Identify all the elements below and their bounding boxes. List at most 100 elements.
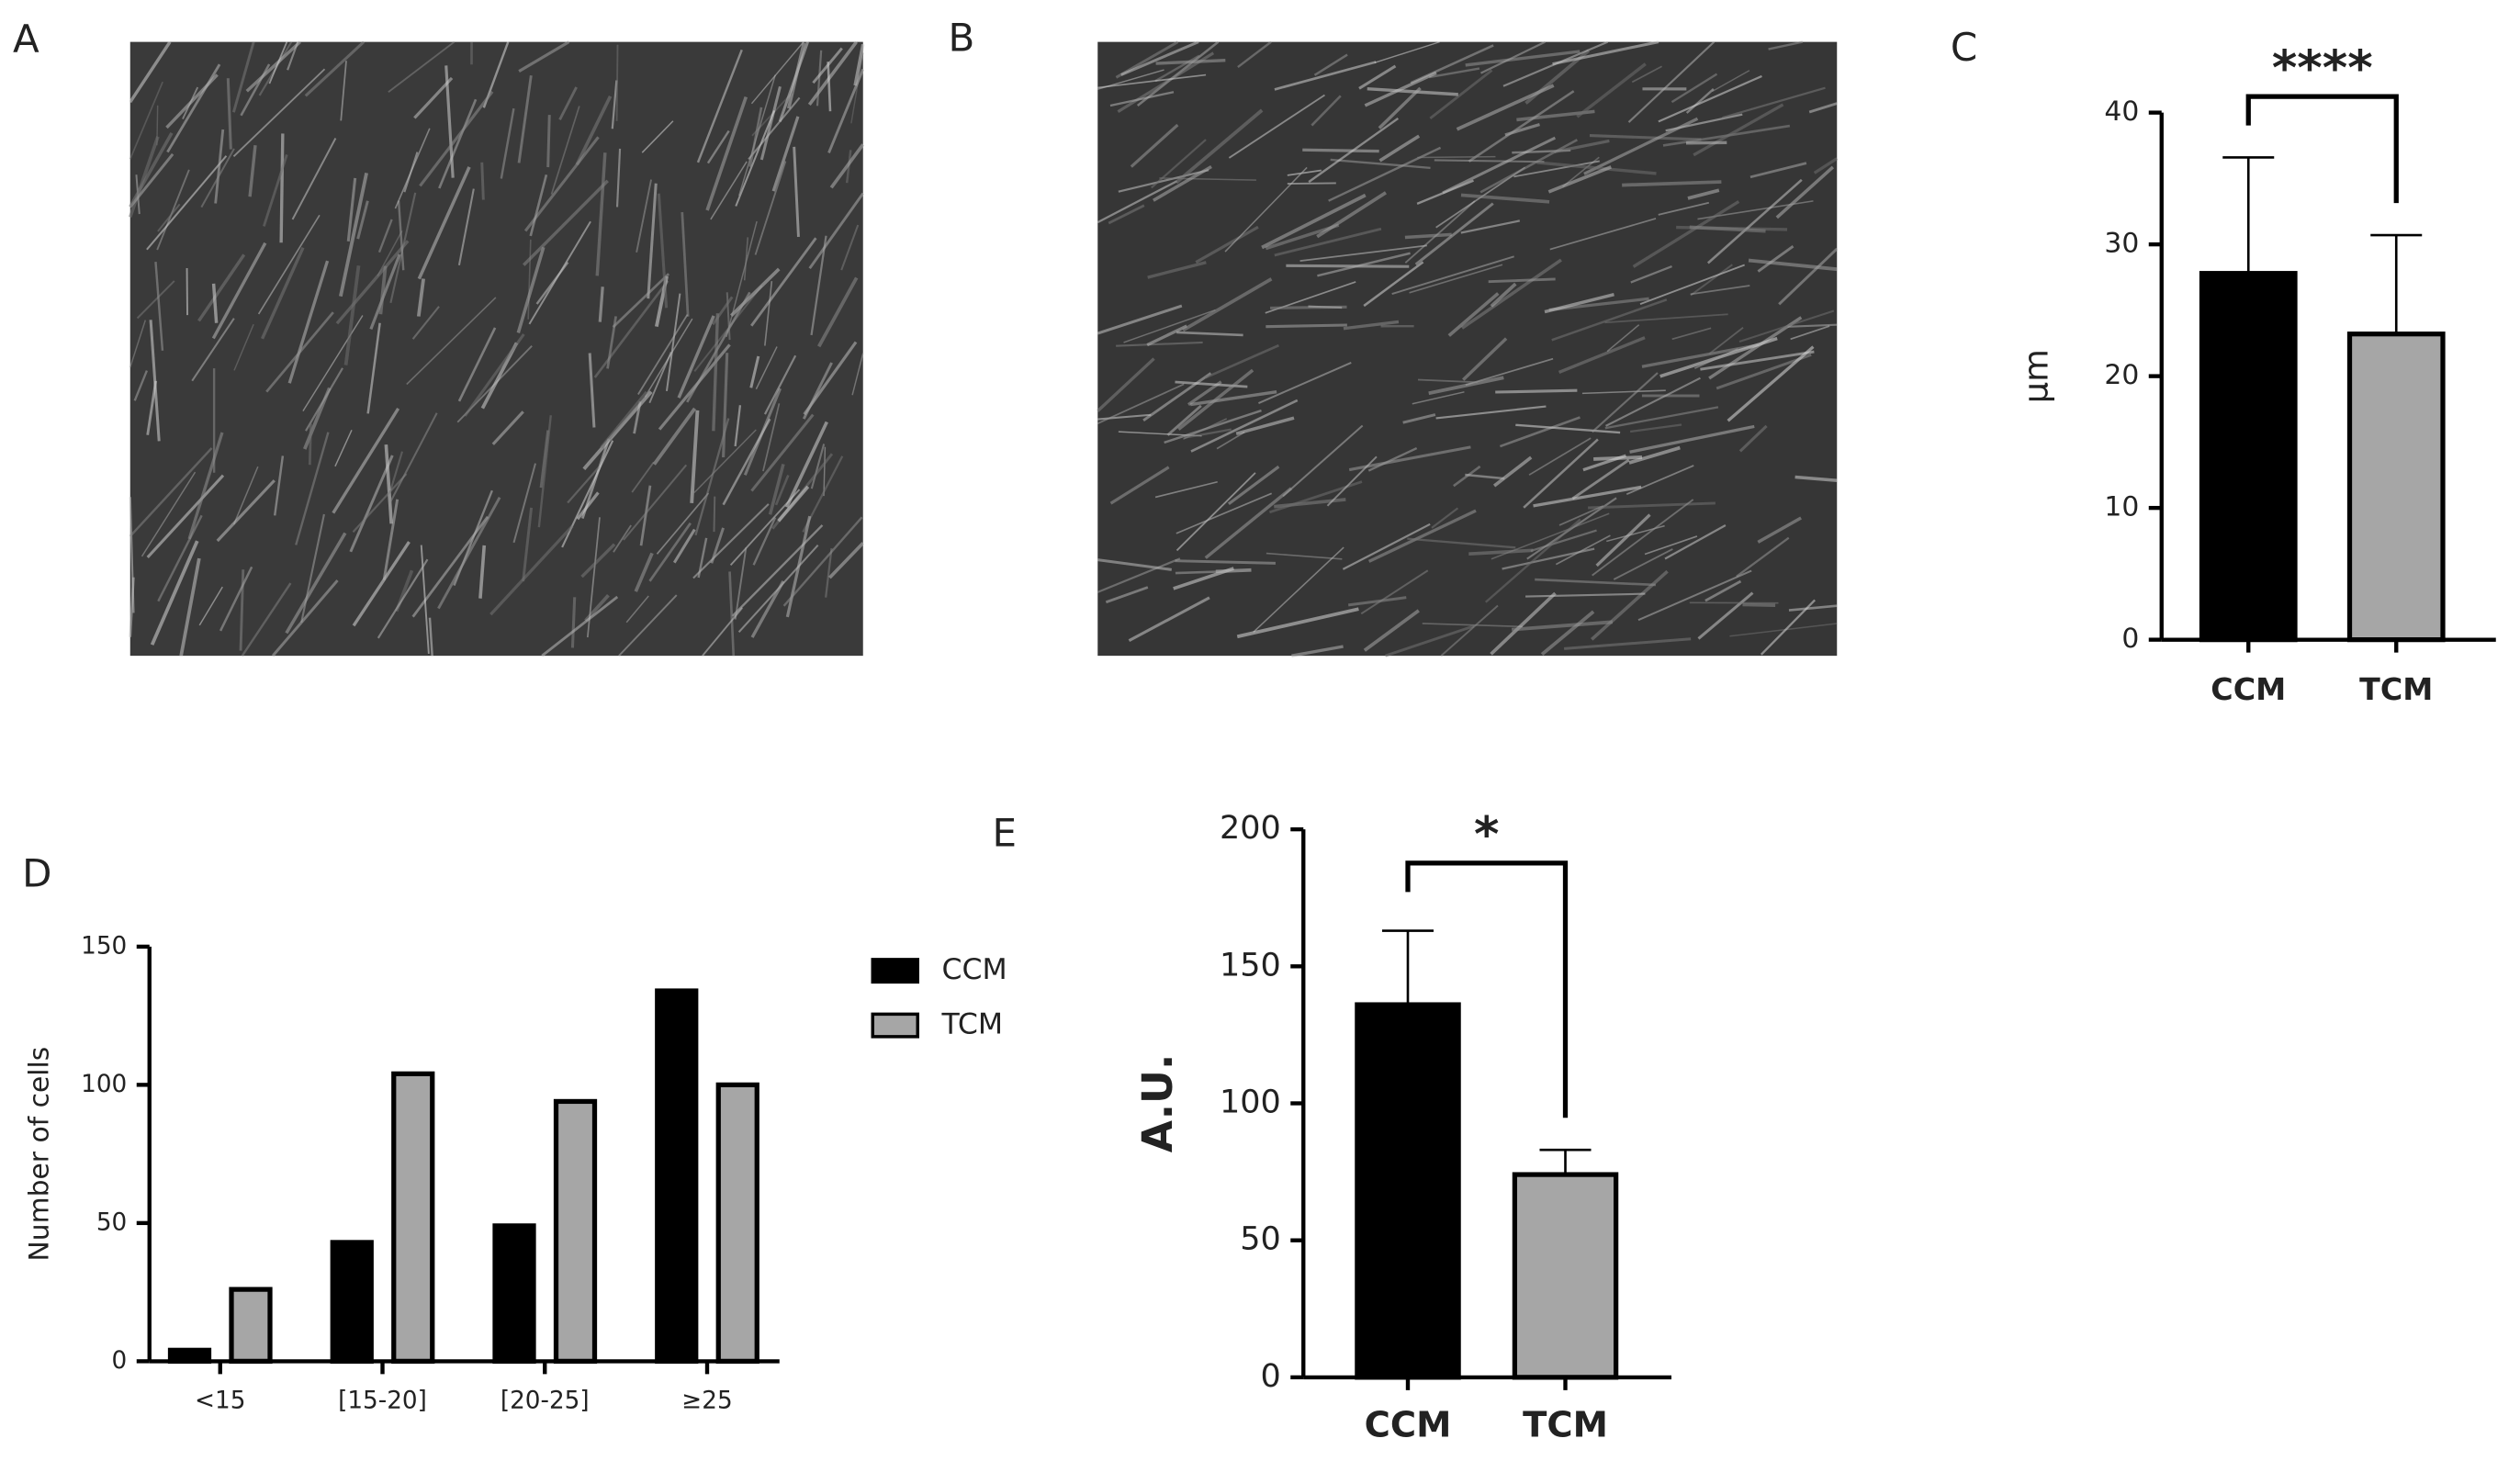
fiber (1492, 455, 1533, 488)
fiber (287, 41, 299, 71)
fiber (1120, 40, 1199, 76)
fiber (1757, 516, 1802, 544)
fiber (762, 403, 781, 472)
fiber (823, 446, 827, 497)
fiber (853, 43, 865, 86)
fiber (334, 429, 353, 467)
fiber (612, 273, 670, 329)
fiber (129, 40, 172, 104)
fiber (304, 40, 366, 97)
fiber (1447, 292, 1500, 337)
fiber (146, 155, 228, 251)
fiber (1190, 399, 1299, 453)
fiber (1434, 159, 1545, 163)
fiber (1097, 558, 1172, 571)
fiber (785, 515, 812, 618)
fiber (1658, 201, 1710, 216)
fiber (713, 496, 716, 533)
bar (2199, 271, 2298, 643)
fiber (1146, 324, 1187, 347)
bar (330, 1240, 374, 1364)
fiber (1097, 357, 1155, 412)
fiber (437, 497, 501, 610)
fiber (1787, 323, 1838, 328)
fiber (1693, 348, 1738, 369)
fiber (1342, 523, 1431, 570)
fiber (257, 214, 321, 315)
fiber (1363, 609, 1420, 652)
fiber (187, 432, 224, 540)
fiber (211, 242, 267, 340)
fiber (588, 353, 596, 428)
fiber (1404, 200, 1476, 264)
fiber (141, 471, 197, 557)
texture (128, 40, 1839, 657)
fiber (539, 430, 550, 489)
fiber (500, 107, 515, 179)
fiber (558, 86, 578, 120)
fiber (1184, 428, 1232, 439)
fiber (1697, 591, 1754, 640)
fiber (1128, 596, 1210, 642)
fiber (1813, 157, 1839, 174)
fiber (1671, 327, 1712, 341)
fiber (1738, 309, 1835, 343)
fiber (197, 253, 246, 322)
fiber (726, 292, 731, 341)
fiber (595, 152, 607, 276)
fiber (260, 247, 305, 340)
fiber (1465, 473, 1505, 480)
fiber (1712, 70, 1750, 93)
panel-label: E (992, 811, 1017, 856)
fiber (1109, 466, 1170, 505)
fiber (722, 353, 729, 458)
fiber (1460, 193, 1550, 204)
fiber (1224, 166, 1308, 253)
fiber (263, 153, 288, 227)
fiber (1097, 413, 1152, 421)
fiber (1555, 534, 1611, 566)
fiber (710, 161, 748, 220)
fiber (1581, 389, 1666, 395)
y-tick-label: 40 (2104, 96, 2139, 128)
fiber (1629, 424, 1755, 454)
fiber (634, 552, 654, 592)
fiber (1530, 529, 1597, 553)
fiber (750, 413, 815, 492)
fiber (1118, 169, 1209, 193)
fiber (302, 315, 364, 411)
fiber (1604, 313, 1728, 324)
fiber (1658, 74, 1762, 123)
fiber (268, 41, 288, 84)
fiber (389, 451, 404, 491)
fiber (535, 261, 569, 305)
fiber (1358, 64, 1397, 90)
fiber (1374, 40, 1440, 63)
fiber (1495, 388, 1578, 394)
fiber (420, 545, 430, 654)
fiber (606, 316, 617, 369)
y-axis-label: A.U. (1133, 1054, 1182, 1153)
fiber (1490, 591, 1557, 656)
fiber (1490, 282, 1517, 308)
fiber (710, 527, 725, 564)
fiber (271, 579, 339, 657)
fiber (1502, 40, 1609, 87)
fiber (1671, 73, 1718, 104)
fiber (512, 463, 536, 544)
fiber (1595, 513, 1651, 568)
fiber (1182, 277, 1273, 332)
x-tick-label: [15-20] (338, 1388, 427, 1415)
fiber (705, 96, 748, 211)
fiber (248, 145, 257, 197)
fiber (300, 513, 325, 624)
fiber (693, 429, 757, 494)
fiber (1462, 337, 1508, 381)
fiber (308, 423, 312, 466)
fiber (1515, 423, 1621, 434)
fiber (1328, 146, 1442, 202)
bar (167, 1347, 212, 1364)
fiber (1343, 320, 1400, 331)
fiber (657, 193, 669, 309)
fiber (406, 297, 497, 386)
